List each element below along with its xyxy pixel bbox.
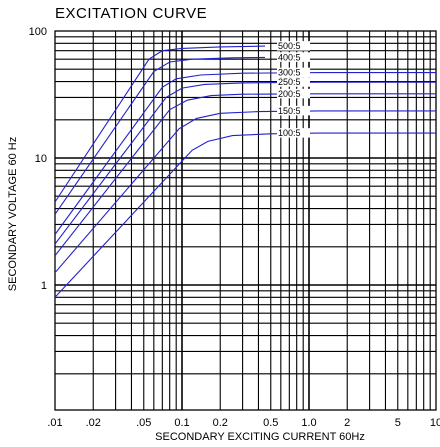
series-lines <box>54 45 436 298</box>
x-tick-label: .05 <box>136 417 151 429</box>
series-label: 200:5 <box>278 89 301 99</box>
series-label: 100:5 <box>278 128 301 138</box>
series-label-backing <box>277 52 311 62</box>
x-tick-label: .02 <box>86 417 101 429</box>
x-axis-label: SECONDARY EXCITING CURRENT 60Hz <box>155 431 365 443</box>
series-label-backing <box>277 41 311 51</box>
series-label-backing <box>277 77 311 87</box>
x-tick-label: 0.2 <box>213 417 228 429</box>
chart-title: EXCITATION CURVE <box>55 5 207 22</box>
series-line-300-5 <box>54 72 436 235</box>
series-label: 500:5 <box>278 41 301 51</box>
x-tick-label: 2 <box>344 417 350 429</box>
series-label-backing <box>277 105 311 116</box>
series-line-200-5 <box>54 93 436 257</box>
y-axis-label: SECONDARY VOLTAGE 60 Hz <box>7 137 19 291</box>
series-label: 250:5 <box>278 77 301 87</box>
plot-frame <box>54 30 437 411</box>
x-tick-label: .01 <box>47 417 62 429</box>
x-tick-label: 0.5 <box>263 417 278 429</box>
y-tick-labels: 1 10 100 <box>29 26 47 292</box>
series-label: 150:5 <box>278 106 301 116</box>
series-line-250-5 <box>54 81 436 245</box>
series-line-100-5 <box>54 132 436 298</box>
x-tick-label: 5 <box>395 417 401 429</box>
y-tick-label: 10 <box>35 153 47 165</box>
chart-grid <box>54 30 437 411</box>
series-label-backing <box>277 67 311 78</box>
series-label-backing <box>277 88 311 99</box>
x-tick-labels: .01 .02 .05 0.1 0.2 0.5 1.0 2 5 10 <box>47 417 440 429</box>
x-tick-label: 10 <box>430 417 440 429</box>
series-label-backing <box>277 128 311 138</box>
y-tick-label: 100 <box>29 26 47 38</box>
x-tick-label: 0.1 <box>174 417 189 429</box>
series-label: 300:5 <box>278 68 301 78</box>
series-label: 400:5 <box>278 52 301 62</box>
x-tick-label: 1.0 <box>301 417 316 429</box>
series-line-500-5 <box>54 45 266 203</box>
y-tick-label: 1 <box>41 280 47 292</box>
series-line-150-5 <box>54 110 436 274</box>
series-line-400-5 <box>54 56 266 215</box>
